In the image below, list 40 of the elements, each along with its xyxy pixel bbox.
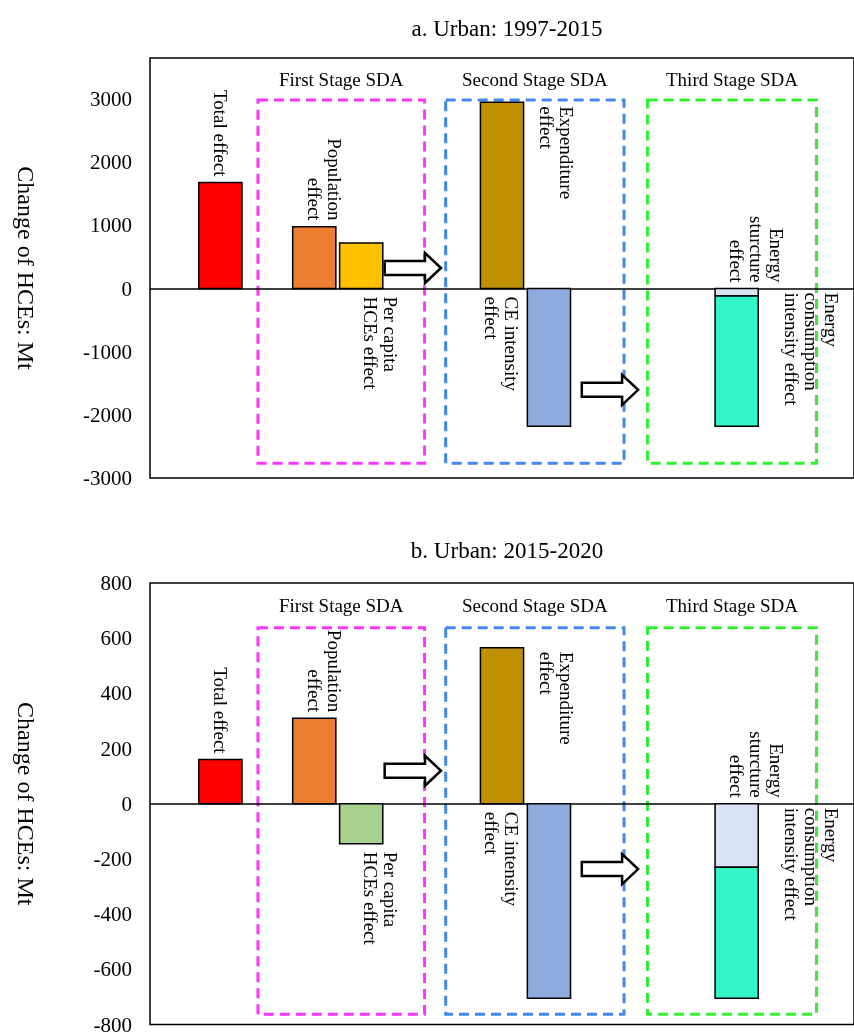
text: Energy consumption intensity effect (780, 292, 842, 407)
y-tick-label: 800 (100, 571, 132, 595)
text: Per capita HCEs effect (360, 851, 402, 946)
text: Expenditure effect (536, 651, 578, 745)
chart-title: a. Urban: 1997-2015 (411, 16, 603, 41)
text: Total effect (209, 90, 231, 178)
y-axis-title: Change of HCEs: Mt (13, 702, 39, 906)
annotation: Third Stage SDA (666, 68, 799, 90)
y-tick-label: 2000 (90, 150, 132, 175)
text: CE intensity effect (480, 296, 522, 392)
annotation: Second Stage SDA (462, 68, 608, 90)
text: CE intensity effect (480, 811, 522, 907)
y-tick-label: 400 (100, 681, 132, 706)
y-tick-label: 600 (100, 626, 132, 651)
text: Population effect (303, 138, 345, 222)
text: Expenditure effect (536, 106, 578, 200)
text: Total effect (209, 667, 231, 755)
y-tick-label: -600 (93, 957, 132, 982)
y-tick-label: -1000 (83, 339, 132, 364)
text: Energy sturcture effect (726, 731, 788, 799)
text: Energy sturcture effect (726, 216, 788, 284)
y-tick-label: -3000 (83, 466, 132, 490)
annotation: First Stage SDA (278, 594, 404, 616)
y-tick-label: 3000 (90, 87, 132, 112)
annotation: First Stage SDA (278, 68, 404, 90)
y-tick-label: -2000 (83, 402, 132, 427)
annotation: Third Stage SDA (666, 594, 799, 616)
y-tick-label: -400 (93, 902, 132, 927)
y-axis-title: Change of HCEs: Mt (13, 166, 39, 370)
y-tick-label: -200 (93, 846, 132, 871)
y-tick-label: 200 (100, 736, 132, 761)
y-tick-label: 1000 (90, 213, 132, 238)
text: Population effect (303, 629, 345, 713)
chart-title: b. Urban: 2015-2020 (410, 538, 604, 563)
y-tick-label: 0 (121, 276, 132, 301)
legend-label: Per capita HCEs effect (360, 296, 402, 391)
text: Energy consumption intensity effect (780, 807, 842, 922)
y-tick-label: 0 (121, 791, 132, 816)
annotation: Second Stage SDA (462, 594, 608, 616)
y-tick-label: -800 (93, 1012, 132, 1035)
